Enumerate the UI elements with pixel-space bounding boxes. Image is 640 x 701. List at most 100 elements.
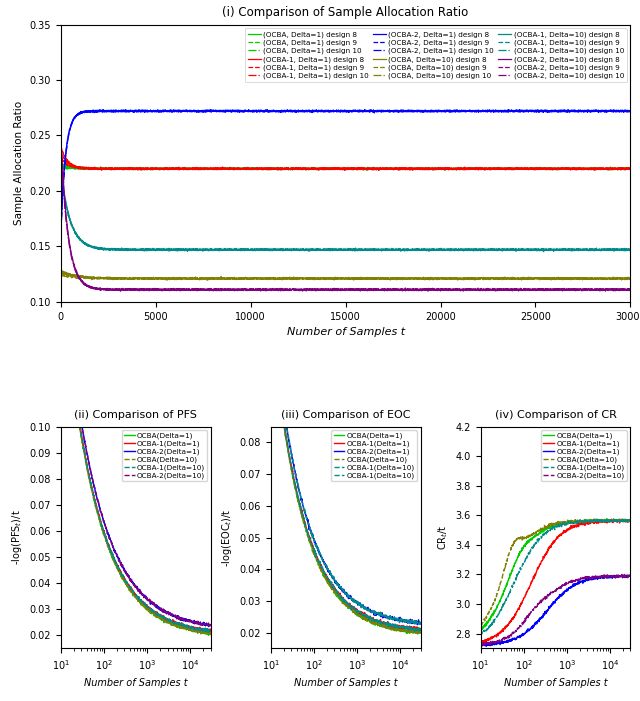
OCBA-2(Delta=10) bbox=[545, 591, 552, 599]
OCBA-2(Delta=1) bbox=[627, 572, 634, 580]
OCBA(Delta=10) bbox=[207, 631, 214, 639]
OCBA-1(Delta=1) bbox=[545, 543, 552, 552]
OCBA-2(Delta=10) bbox=[57, 250, 65, 258]
OCBA(Delta=1) bbox=[589, 517, 597, 526]
OCBA-1(Delta=10) bbox=[417, 620, 424, 628]
OCBA-2(Delta=1) bbox=[477, 641, 484, 649]
OCBA-1(Delta=10) bbox=[545, 527, 552, 536]
OCBA(Delta=1) bbox=[293, 492, 301, 501]
Title: (i) Comparison of Sample Allocation Ratio: (i) Comparison of Sample Allocation Rati… bbox=[223, 6, 468, 19]
OCBA(Delta=1) bbox=[477, 627, 484, 635]
OCBA-1(Delta=1) bbox=[627, 517, 634, 525]
X-axis label: Number of Samples t: Number of Samples t bbox=[504, 677, 607, 688]
OCBA-1(Delta=10) bbox=[204, 628, 212, 637]
OCBA(Delta=1) bbox=[603, 515, 611, 523]
Legend: OCBA(Delta=1), OCBA-1(Delta=1), OCBA-2(Delta=1), OCBA(Delta=10), OCBA-1(Delta=10: OCBA(Delta=1), OCBA-1(Delta=1), OCBA-2(D… bbox=[122, 430, 207, 481]
OCBA-2(Delta=10) bbox=[627, 571, 634, 579]
OCBA(Delta=10) bbox=[380, 623, 387, 632]
Y-axis label: -log(EOC$_t$)/t: -log(EOC$_t$)/t bbox=[220, 508, 234, 567]
OCBA-2(Delta=1) bbox=[483, 642, 490, 651]
OCBA-1(Delta=1) bbox=[145, 604, 153, 613]
X-axis label: Number of Samples t: Number of Samples t bbox=[294, 677, 397, 688]
OCBA(Delta=1) bbox=[83, 465, 91, 474]
OCBA-1(Delta=10) bbox=[355, 601, 363, 610]
Title: (iv) Comparison of CR: (iv) Comparison of CR bbox=[495, 410, 616, 421]
OCBA-1(Delta=10) bbox=[293, 489, 301, 498]
OCBA-2(Delta=1) bbox=[335, 581, 342, 590]
OCBA(Delta=10) bbox=[610, 515, 618, 523]
OCBA(Delta=1) bbox=[57, 265, 65, 273]
OCBA(Delta=1) bbox=[267, 314, 275, 322]
OCBA-1(Delta=10) bbox=[503, 594, 511, 603]
OCBA-2(Delta=1) bbox=[413, 620, 421, 629]
OCBA-1(Delta=10) bbox=[577, 518, 584, 526]
OCBA-1(Delta=10) bbox=[417, 625, 424, 633]
Y-axis label: CR$_t$/t: CR$_t$/t bbox=[436, 525, 450, 550]
OCBA-1(Delta=1) bbox=[504, 621, 511, 629]
OCBA-1(Delta=1) bbox=[157, 611, 164, 619]
OCBA-1(Delta=1) bbox=[577, 519, 585, 528]
OCBA(Delta=1) bbox=[305, 533, 313, 542]
OCBA-2(Delta=10) bbox=[157, 604, 164, 612]
X-axis label: Number of Samples t: Number of Samples t bbox=[287, 327, 404, 337]
OCBA(Delta=10) bbox=[545, 521, 552, 529]
OCBA(Delta=1) bbox=[515, 551, 523, 559]
OCBA(Delta=10) bbox=[565, 519, 573, 527]
Legend: OCBA(Delta=1), OCBA-1(Delta=1), OCBA-2(Delta=1), OCBA(Delta=10), OCBA-1(Delta=10: OCBA(Delta=1), OCBA-1(Delta=1), OCBA-2(D… bbox=[332, 430, 417, 481]
OCBA-1(Delta=1) bbox=[267, 309, 275, 318]
OCBA(Delta=1) bbox=[577, 517, 584, 526]
OCBA-1(Delta=1) bbox=[83, 463, 91, 471]
OCBA-1(Delta=10) bbox=[95, 512, 103, 521]
OCBA-1(Delta=1) bbox=[415, 627, 423, 635]
OCBA-2(Delta=10) bbox=[590, 572, 598, 580]
OCBA(Delta=10) bbox=[515, 533, 523, 542]
OCBA-1(Delta=1) bbox=[367, 614, 374, 622]
Line: OCBA-1(Delta=10): OCBA-1(Delta=10) bbox=[481, 519, 630, 634]
OCBA-1(Delta=1) bbox=[480, 639, 488, 647]
OCBA-2(Delta=1) bbox=[267, 298, 275, 306]
Line: OCBA-1(Delta=10): OCBA-1(Delta=10) bbox=[271, 302, 420, 625]
OCBA(Delta=1) bbox=[627, 518, 634, 526]
OCBA-2(Delta=1) bbox=[367, 607, 374, 615]
OCBA-2(Delta=10) bbox=[565, 578, 573, 586]
OCBA-1(Delta=10) bbox=[515, 568, 523, 576]
OCBA-1(Delta=1) bbox=[417, 626, 424, 634]
Line: OCBA(Delta=1): OCBA(Delta=1) bbox=[271, 318, 420, 634]
Y-axis label: -log(PFS$_t$)/t: -log(PFS$_t$)/t bbox=[10, 510, 24, 565]
Y-axis label: Sample Allocation Ratio: Sample Allocation Ratio bbox=[14, 101, 24, 225]
OCBA-1(Delta=10) bbox=[57, 264, 65, 272]
Line: OCBA-1(Delta=10): OCBA-1(Delta=10) bbox=[271, 315, 420, 631]
OCBA-1(Delta=1) bbox=[380, 618, 387, 627]
OCBA-2(Delta=1) bbox=[577, 578, 585, 586]
OCBA-2(Delta=1) bbox=[145, 597, 153, 605]
OCBA-2(Delta=1) bbox=[83, 451, 91, 459]
OCBA-2(Delta=1) bbox=[590, 574, 598, 583]
Line: OCBA-1(Delta=1): OCBA-1(Delta=1) bbox=[61, 267, 211, 632]
OCBA-1(Delta=10) bbox=[416, 620, 424, 629]
OCBA(Delta=10) bbox=[413, 629, 421, 638]
OCBA(Delta=10) bbox=[503, 557, 511, 566]
OCBA-2(Delta=10) bbox=[170, 611, 177, 620]
OCBA(Delta=1) bbox=[503, 580, 511, 588]
OCBA-1(Delta=1) bbox=[565, 524, 573, 533]
OCBA-2(Delta=10) bbox=[577, 574, 585, 583]
Title: (iii) Comparison of EOC: (iii) Comparison of EOC bbox=[281, 410, 410, 421]
OCBA-1(Delta=1) bbox=[355, 609, 363, 618]
OCBA-2(Delta=1) bbox=[205, 622, 212, 631]
OCBA-2(Delta=1) bbox=[305, 525, 313, 533]
Line: OCBA(Delta=10): OCBA(Delta=10) bbox=[271, 319, 420, 634]
OCBA-2(Delta=1) bbox=[57, 249, 65, 257]
OCBA-2(Delta=1) bbox=[170, 612, 177, 620]
OCBA-1(Delta=10) bbox=[207, 625, 214, 634]
OCBA-1(Delta=1) bbox=[515, 604, 523, 612]
OCBA(Delta=1) bbox=[170, 620, 177, 629]
OCBA-1(Delta=1) bbox=[205, 627, 212, 636]
OCBA(Delta=10) bbox=[577, 517, 584, 525]
Line: OCBA-2(Delta=1): OCBA-2(Delta=1) bbox=[481, 575, 630, 646]
OCBA-1(Delta=10) bbox=[367, 607, 374, 615]
OCBA-1(Delta=10) bbox=[477, 630, 484, 639]
OCBA(Delta=10) bbox=[57, 268, 65, 276]
OCBA(Delta=10) bbox=[157, 614, 164, 622]
OCBA(Delta=1) bbox=[125, 584, 132, 592]
OCBA-1(Delta=1) bbox=[207, 626, 214, 634]
